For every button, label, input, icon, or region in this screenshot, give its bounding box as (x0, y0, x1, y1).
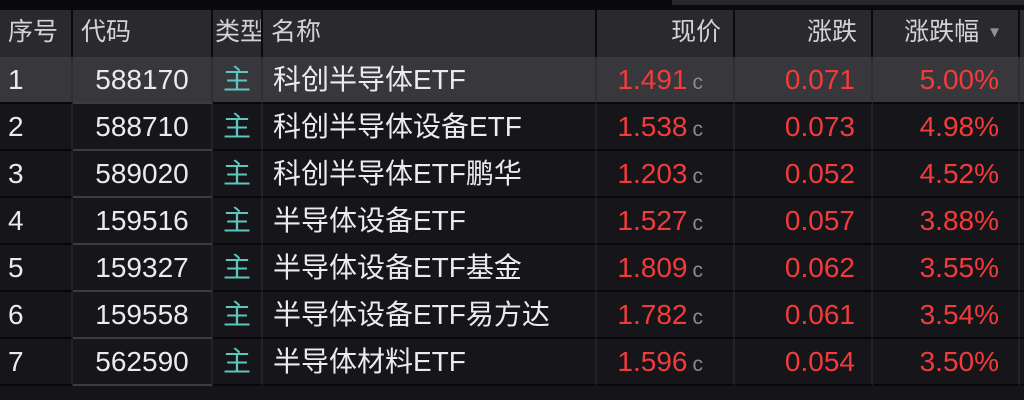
price-flag: c (692, 118, 704, 141)
table-body: 1 588170 主 科创半导体ETF 1.491 c 0.071 5.00% 2… (0, 57, 1024, 386)
cell-change: 0.062 (735, 245, 873, 292)
cell-change-pct: 3.50% (873, 339, 1020, 386)
sort-desc-icon[interactable]: ▼ (987, 24, 1002, 41)
table-header: 序号 代码 类型 名称 现价 涨跌 涨跌幅 ▼ (0, 10, 1024, 57)
cell-price: 1.527 c (597, 198, 735, 245)
price-value: 1.527 (617, 205, 688, 236)
price-flag: c (692, 212, 704, 235)
price-flag: c (692, 165, 704, 188)
cell-change-pct: 4.52% (873, 151, 1020, 198)
table-row[interactable]: 3 589020 主 科创半导体ETF鹏华 1.203 c 0.052 4.52% (0, 151, 1024, 198)
table-row[interactable]: 5 159327 主 半导体设备ETF基金 1.809 c 0.062 3.55% (0, 245, 1024, 292)
cell-name: 科创半导体ETF鹏华 (263, 151, 597, 198)
header-type[interactable]: 类型 (213, 10, 263, 57)
cell-index: 7 (0, 339, 73, 386)
price-value: 1.491 (617, 64, 688, 95)
cell-name: 半导体设备ETF基金 (263, 245, 597, 292)
cell-type-badge: 主 (213, 198, 263, 245)
cell-index: 1 (0, 57, 73, 104)
cell-index: 5 (0, 245, 73, 292)
header-code[interactable]: 代码 (73, 10, 213, 57)
header-change-pct[interactable]: 涨跌幅 ▼ (873, 10, 1020, 57)
table-row[interactable]: 6 159558 主 半导体设备ETF易方达 1.782 c 0.061 3.54… (0, 292, 1024, 339)
cell-sliver (1020, 57, 1024, 104)
cell-price: 1.203 c (597, 151, 735, 198)
cell-price: 1.538 c (597, 104, 735, 151)
table-row[interactable]: 7 562590 主 半导体材料ETF 1.596 c 0.054 3.50% (0, 339, 1024, 386)
cell-sliver (1020, 245, 1024, 292)
price-value: 1.538 (617, 111, 688, 142)
cell-change-pct: 5.00% (873, 57, 1020, 104)
cell-change: 0.052 (735, 151, 873, 198)
table-row[interactable]: 2 588710 主 科创半导体设备ETF 1.538 c 0.073 4.98% (0, 104, 1024, 151)
cell-change: 0.054 (735, 339, 873, 386)
header-change[interactable]: 涨跌 (735, 10, 873, 57)
header-index[interactable]: 序号 (0, 10, 73, 57)
cell-sliver (1020, 151, 1024, 198)
price-value: 1.809 (617, 252, 688, 283)
cell-type-badge: 主 (213, 57, 263, 104)
cell-change: 0.073 (735, 104, 873, 151)
price-value: 1.782 (617, 299, 688, 330)
cell-code: 159327 (73, 245, 213, 292)
cell-change-pct: 4.98% (873, 104, 1020, 151)
cell-change: 0.061 (735, 292, 873, 339)
price-value: 1.203 (617, 158, 688, 189)
cell-price: 1.491 c (597, 57, 735, 104)
cell-sliver (1020, 198, 1024, 245)
cell-sliver (1020, 104, 1024, 151)
price-flag: c (692, 259, 704, 282)
header-name[interactable]: 名称 (263, 10, 597, 57)
price-flag: c (692, 71, 704, 94)
cell-price: 1.782 c (597, 292, 735, 339)
cell-code: 159516 (73, 198, 213, 245)
price-flag: c (692, 306, 704, 329)
cell-code: 589020 (73, 151, 213, 198)
cell-index: 4 (0, 198, 73, 245)
cell-name: 半导体设备ETF易方达 (263, 292, 597, 339)
cell-index: 2 (0, 104, 73, 151)
cell-index: 3 (0, 151, 73, 198)
price-value: 1.596 (617, 346, 688, 377)
header-sliver (1020, 10, 1024, 57)
cell-index: 6 (0, 292, 73, 339)
price-flag: c (692, 353, 704, 376)
cell-change: 0.057 (735, 198, 873, 245)
cell-sliver (1020, 292, 1024, 339)
cell-change-pct: 3.55% (873, 245, 1020, 292)
header-change-pct-label: 涨跌幅 (904, 18, 980, 46)
cell-type-badge: 主 (213, 245, 263, 292)
cell-type-badge: 主 (213, 104, 263, 151)
cell-type-badge: 主 (213, 292, 263, 339)
cell-type-badge: 主 (213, 339, 263, 386)
cell-name: 半导体设备ETF (263, 198, 597, 245)
cell-sliver (1020, 339, 1024, 386)
table-row[interactable]: 4 159516 主 半导体设备ETF 1.527 c 0.057 3.88% (0, 198, 1024, 245)
cell-name: 科创半导体设备ETF (263, 104, 597, 151)
cell-type-badge: 主 (213, 151, 263, 198)
cell-change-pct: 3.54% (873, 292, 1020, 339)
table-row[interactable]: 1 588170 主 科创半导体ETF 1.491 c 0.071 5.00% (0, 57, 1024, 104)
header-price[interactable]: 现价 (597, 10, 735, 57)
top-strip (0, 0, 1024, 10)
cell-change: 0.071 (735, 57, 873, 104)
cell-code: 562590 (73, 339, 213, 386)
cell-code: 159558 (73, 292, 213, 339)
next-row-partial (0, 386, 1024, 400)
cell-name: 科创半导体ETF (263, 57, 597, 104)
cell-price: 1.596 c (597, 339, 735, 386)
cell-code: 588170 (73, 57, 213, 104)
cell-name: 半导体材料ETF (263, 339, 597, 386)
cell-change-pct: 3.88% (873, 198, 1020, 245)
cell-code: 588710 (73, 104, 213, 151)
cell-price: 1.809 c (597, 245, 735, 292)
top-strip-band (672, 0, 1024, 5)
